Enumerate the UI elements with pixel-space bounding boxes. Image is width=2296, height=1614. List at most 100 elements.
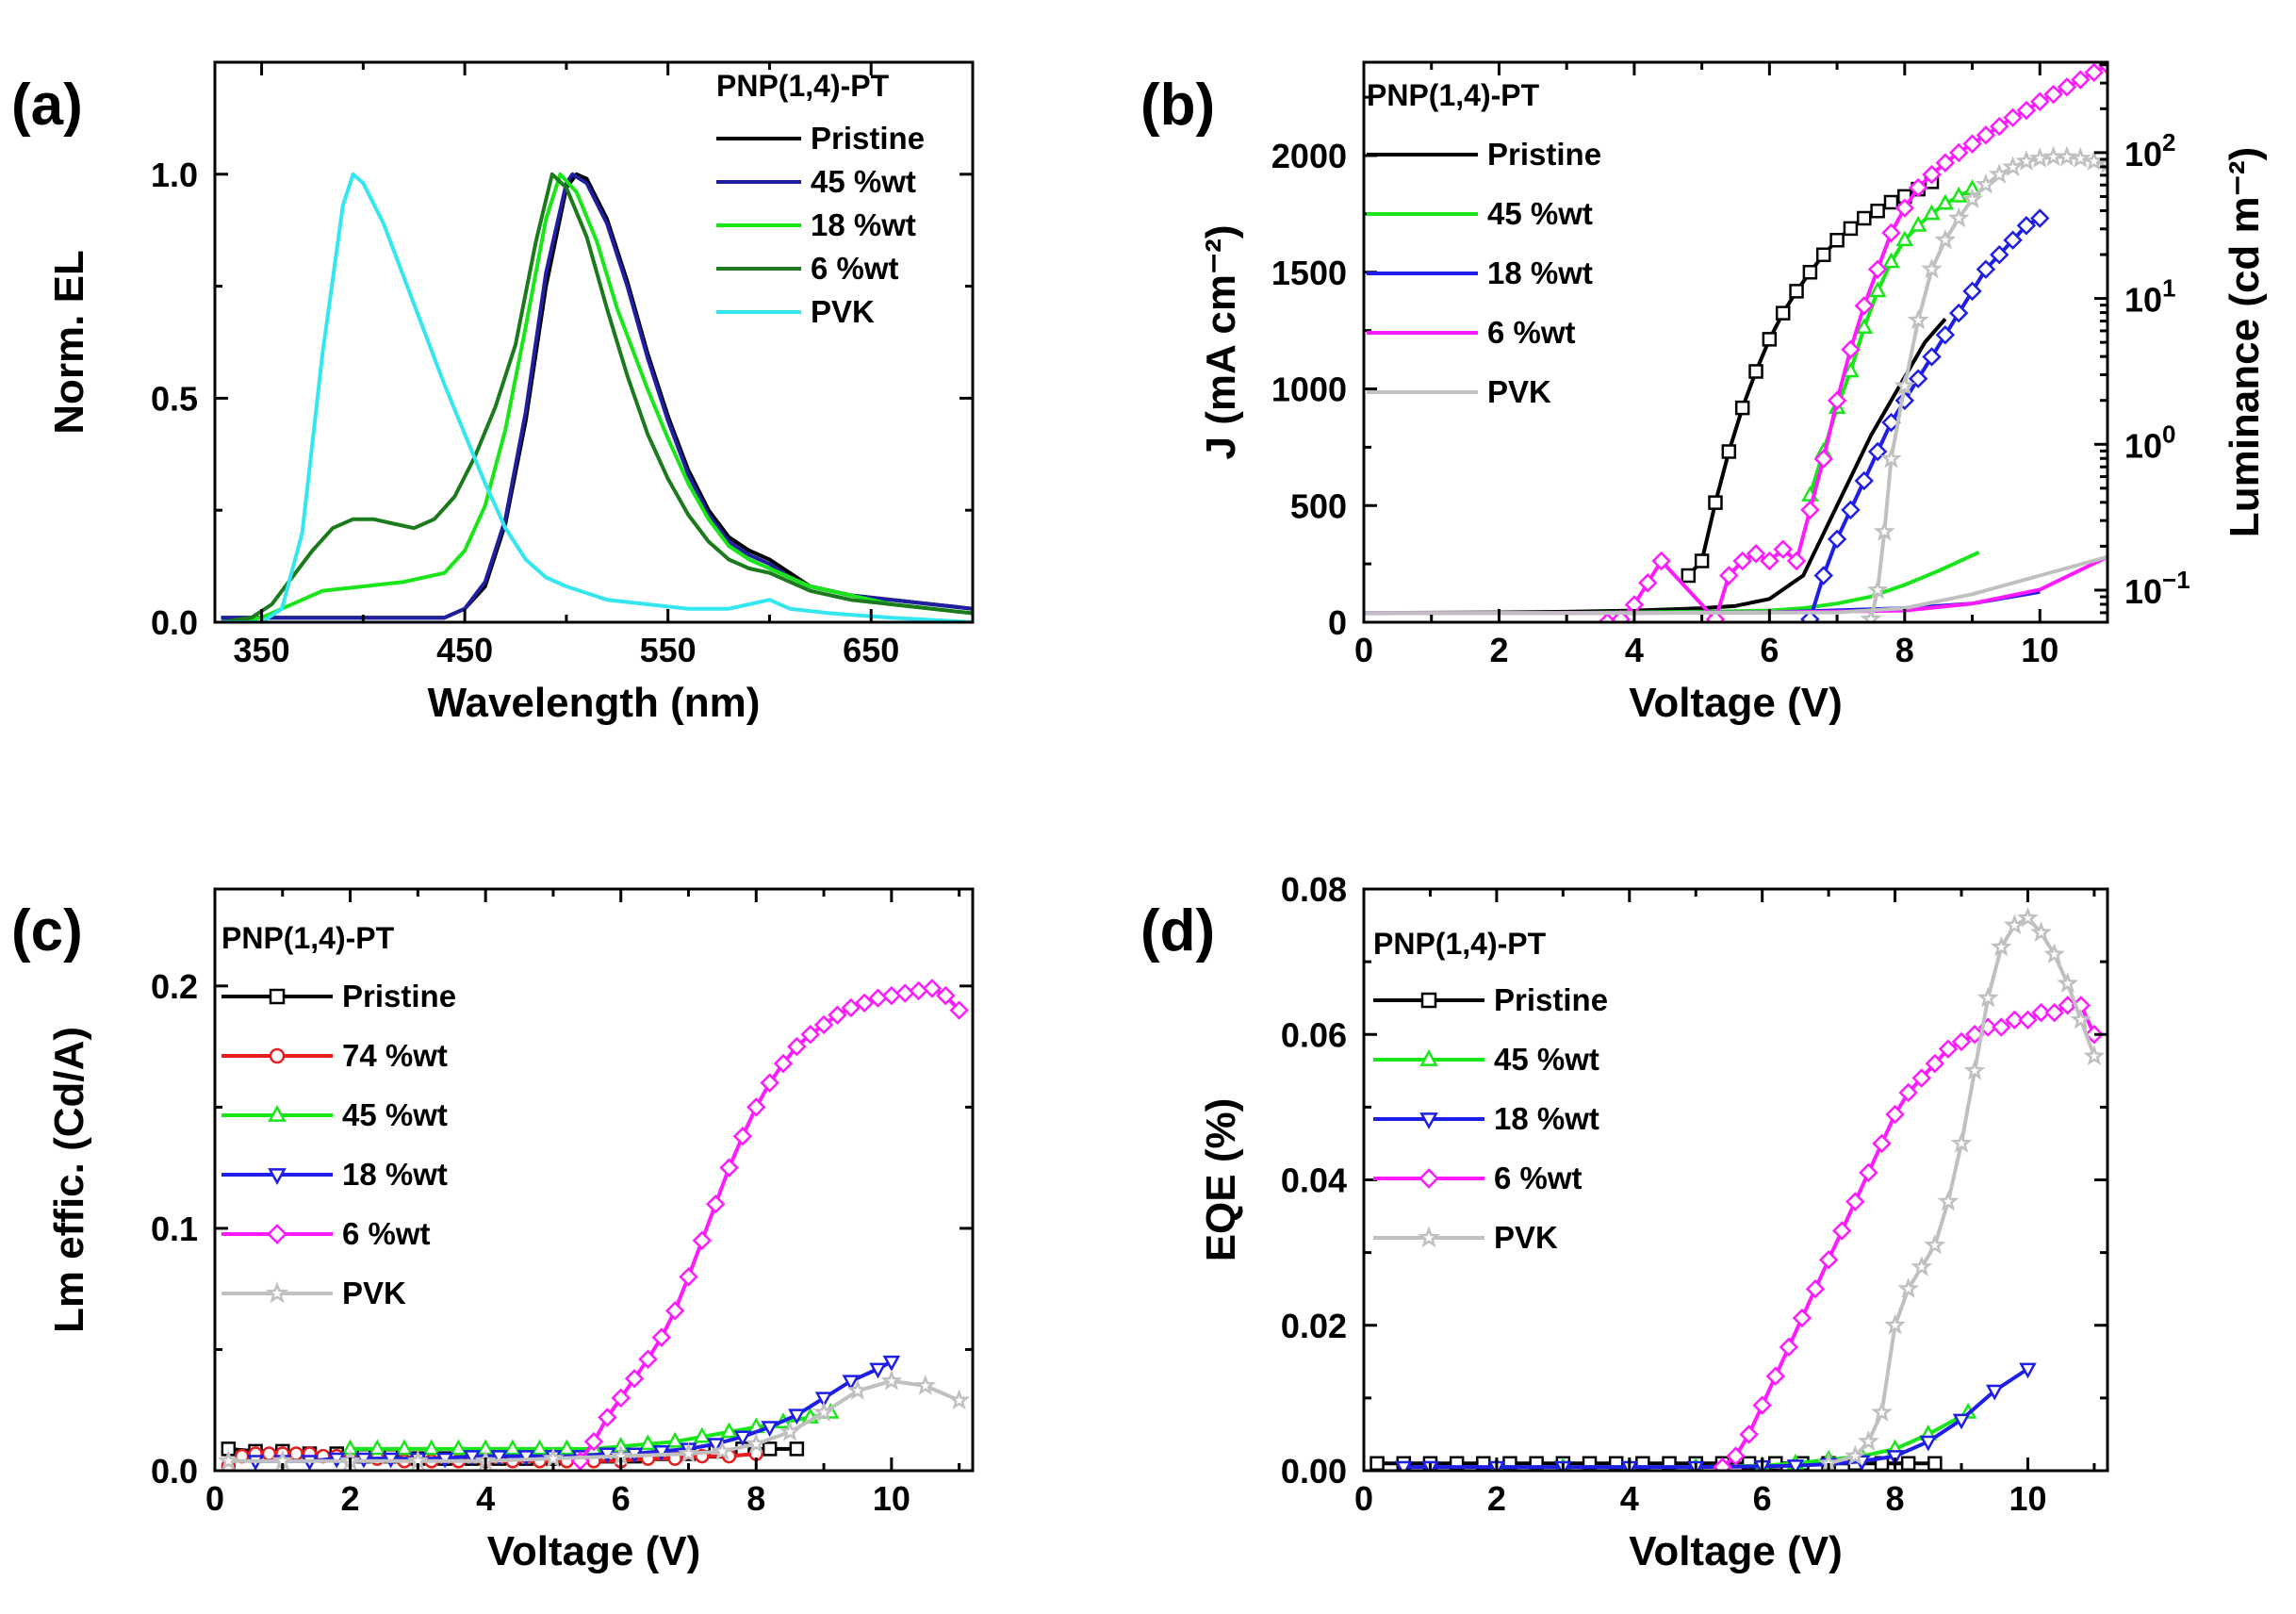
data-point [1732,551,1752,571]
data-point [1935,325,1956,345]
data-point [1962,134,1982,154]
data-point [1841,500,1861,520]
y-tick-label: 500 [1290,486,1347,525]
data-point [1990,244,2009,265]
legend-label: Pristine [811,121,925,156]
data-point [1900,1456,1916,1471]
y-tick-label: 0.0 [151,1452,198,1490]
data-point [1881,412,1901,433]
y-tick-label: 0.0 [151,603,198,642]
data-point [1746,544,1766,564]
series-line [228,1378,960,1463]
x-tick-label: 10 [873,1479,910,1518]
data-point [1975,173,1997,194]
x-tick-label: 0 [1354,631,1373,669]
x-tick-label: 450 [436,631,493,669]
data-point [914,1375,937,1395]
series-pvk [1817,906,2106,1471]
x-tick-label: 8 [746,1479,765,1518]
data-point [789,1441,805,1457]
data-point [1976,125,1996,145]
data-point [1760,551,1779,571]
data-point [1948,142,1969,163]
data-point [949,1000,969,1020]
legend-label: 18 %wt [811,207,916,242]
data-point [1897,1277,1920,1298]
legend-title: PNP(1,4)-PT [221,921,395,955]
x-tick-label: 6 [1760,631,1779,669]
data-point [733,1430,752,1447]
data-point [2030,921,2052,942]
data-point [1681,568,1697,584]
legend-marker [269,1047,286,1064]
data-point [2042,145,2065,167]
data-point [1845,1192,1865,1211]
legend-marker [265,1281,289,1304]
data-point [1936,193,1955,210]
data-point [1854,470,1874,491]
legend-item: 18 %wt [1367,255,1593,290]
data-point [1894,374,1916,396]
data-point [1857,210,1872,226]
x-tick-label: 550 [640,631,697,669]
legend: PNP(1,4)-PT Pristine 45 %wt 18 %wt 6 %wt PVK [1367,78,1601,409]
data-point [1638,573,1658,593]
legend-item: 6 %wt [1373,1161,1583,1195]
data-point [1611,609,1631,622]
legend-label: 18 %wt [1494,1101,1599,1136]
data-point [814,1392,833,1408]
data-point [813,1014,834,1035]
legend-marker [269,988,286,1005]
data-point [2056,145,2078,167]
data-point [2057,972,2079,993]
legend-label: 18 %wt [1487,255,1593,290]
panel-d: (d) 0 2 4 6 8 10 0.00 0.02 0.04 0.06 0.08 Voltage (V… [1140,870,2109,1574]
data-point [1947,206,1970,228]
data-point [261,1446,277,1461]
data-point [948,1389,971,1410]
data-point [720,1422,738,1439]
legend-title: PNP(1,4)-PT [1367,78,1540,112]
data-point [1708,495,1723,510]
data-point [679,1267,698,1287]
data-point [221,1441,237,1457]
data-point [1894,198,1915,218]
data-point [2071,70,2091,90]
legend: PNP(1,4)-PT Pristine 45 %wt 18 %wt 6 %wt PVK [1373,927,1608,1255]
data-point [1937,1190,1960,1211]
data-point [1963,1059,1986,1080]
data-point [1859,1162,1878,1183]
data-point [2016,100,2037,121]
legend-label: PVK [342,1276,406,1310]
data-point [1898,1082,1918,1103]
x-tick-label: 650 [843,631,899,669]
data-point [1705,609,1726,622]
data-point [2016,216,2037,236]
data-point [2069,147,2091,168]
data-point [1934,228,1957,250]
data-point [1909,215,1927,232]
data-point [1886,1450,1904,1466]
data-point [1867,259,1888,279]
data-point [788,1408,806,1425]
y-axis-label: Norm. EL [46,250,92,435]
data-point [2002,156,2024,177]
data-point [665,1431,684,1448]
data-point [1938,1039,1959,1059]
data-point [1922,164,1942,185]
y-tick-label: 2000 [1271,137,1347,175]
data-point [678,1442,699,1463]
legend-marker [1420,992,1437,1009]
data-point [1694,553,1710,568]
y-tick-label: 0.06 [1281,1015,1347,1054]
data-point [1976,986,1999,1008]
y-tick-label: 0.02 [1281,1307,1347,1345]
plot-area [221,172,973,622]
data-point [1792,1308,1812,1328]
data-point [395,1439,414,1456]
data-point [693,1426,712,1443]
data-point [712,1440,733,1461]
data-point [369,1439,386,1456]
legend-item: PVK [716,294,875,329]
legend-item: 18 %wt [716,207,916,242]
